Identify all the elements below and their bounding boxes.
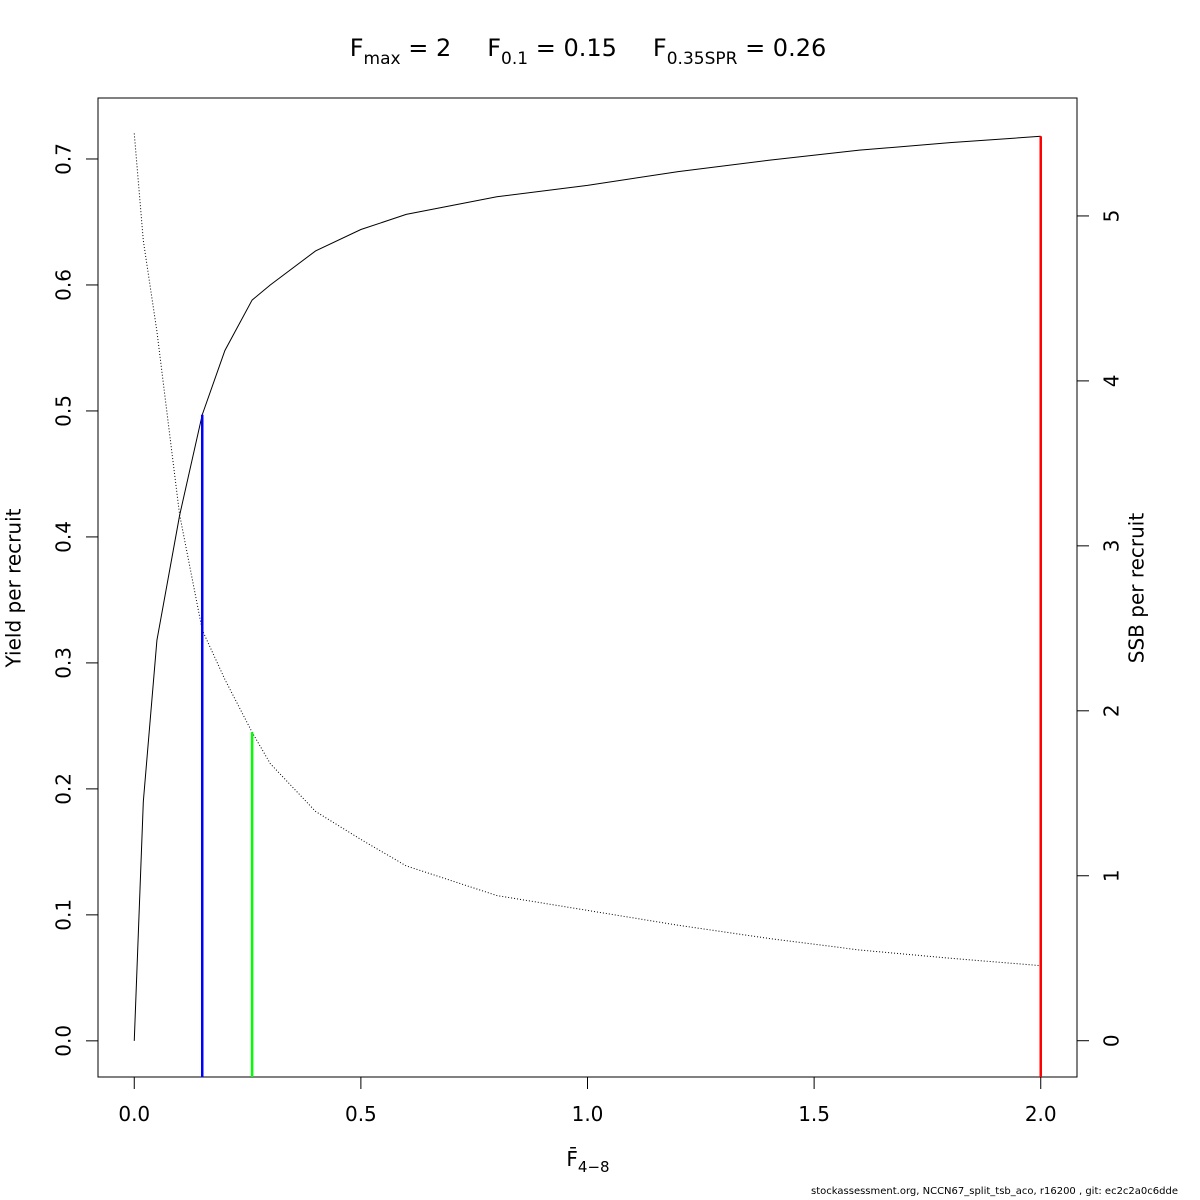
y-tick-label: 0.7	[52, 143, 76, 175]
y-axis-title: Yield per recruit	[2, 508, 26, 668]
title-value: = 0.26	[737, 34, 826, 62]
y2-tick-label: 0	[1100, 1034, 1124, 1047]
chart-title: Fmax = 2 F0.1 = 0.15 F0.35SPR = 0.26	[350, 34, 827, 69]
y-tick-label: 0.2	[52, 773, 76, 805]
y2-axis-title: SSB per recruit	[1125, 513, 1149, 664]
y-tick-label: 0.0	[52, 1025, 76, 1057]
y2-tick-label: 3	[1100, 539, 1124, 552]
x-tick-label: 1.5	[798, 1102, 830, 1126]
y2-tick-label: 1	[1100, 869, 1124, 882]
plot-frame	[97, 97, 1078, 1078]
series-line	[133, 135, 1041, 1041]
title-value: = 0.15	[528, 34, 617, 62]
x-axis-title: F̄4−8	[566, 1146, 609, 1176]
x-tick-label: 1.0	[572, 1102, 604, 1126]
y-tick-label: 0.1	[52, 899, 76, 931]
title-subscript: max	[364, 49, 401, 69]
x-label-subscript: 4−8	[578, 1158, 610, 1176]
y-tick-label: 0.3	[52, 647, 76, 679]
y2-tick-label: 5	[1100, 210, 1124, 223]
y2-tick-label: 2	[1100, 704, 1124, 717]
y-tick-label: 0.4	[52, 521, 76, 553]
x-label-symbol: F̄	[566, 1146, 578, 1171]
title-subscript: 0.1	[501, 49, 528, 69]
title-symbol: F	[487, 34, 501, 62]
x-tick-label: 0.5	[345, 1102, 377, 1126]
title-symbol: F	[653, 34, 667, 62]
footer: stockassessment.org, NCCN67_split_tsb_ac…	[811, 1186, 1178, 1197]
y-tick-label: 0.6	[52, 269, 76, 301]
title-value: = 2	[401, 34, 452, 62]
y-tick-label: 0.5	[52, 395, 76, 427]
title-symbol: F	[350, 34, 364, 62]
x-tick-label: 2.0	[1025, 1102, 1057, 1126]
y2-tick-label: 4	[1100, 375, 1124, 388]
series-line	[133, 133, 1041, 967]
title-subscript: 0.35SPR	[667, 49, 738, 69]
x-tick-label: 0.0	[118, 1102, 150, 1126]
